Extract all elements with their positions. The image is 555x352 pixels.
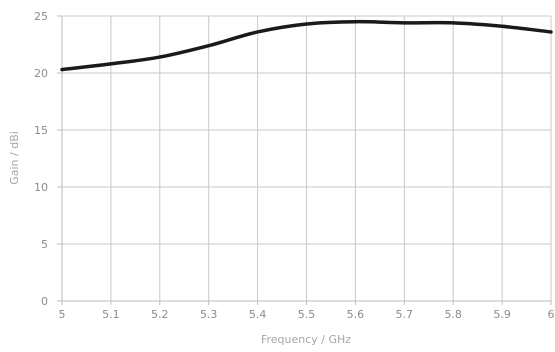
grid — [62, 15, 552, 301]
x-tick-label: 5.6 — [347, 308, 365, 321]
y-axis-title: Gain / dBi — [8, 131, 21, 185]
axes — [57, 15, 552, 305]
x-tick-label: 5.9 — [493, 308, 511, 321]
x-tick-label: 6 — [548, 308, 555, 321]
x-tick-label: 5.8 — [444, 308, 462, 321]
x-tick-label: 5.1 — [102, 308, 120, 321]
x-tick-label: 5.5 — [298, 308, 316, 321]
x-tick-label: 5.3 — [200, 308, 218, 321]
x-axis-title: Frequency / GHz — [261, 333, 351, 346]
y-tick-label: 10 — [34, 181, 48, 194]
y-tick-label: 25 — [34, 10, 48, 23]
x-tick-label: 5.2 — [151, 308, 169, 321]
y-tick-label: 15 — [34, 124, 48, 137]
x-tick-label: 5 — [59, 308, 66, 321]
y-tick-label: 0 — [41, 295, 48, 308]
y-tick-label: 5 — [41, 238, 48, 251]
series-group — [60, 19, 553, 72]
y-tick-label: 20 — [34, 67, 48, 80]
x-tick-label: 5.4 — [249, 308, 267, 321]
x-tick-label: 5.7 — [396, 308, 414, 321]
